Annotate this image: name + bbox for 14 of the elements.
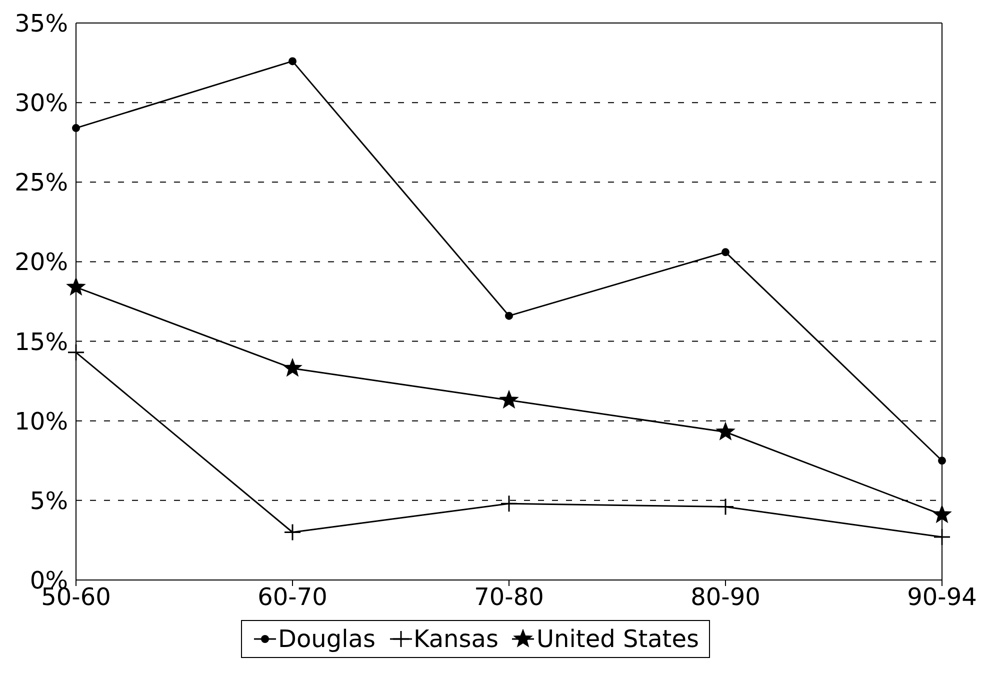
x-tick-label: 70-80 <box>474 583 544 612</box>
x-tick-label: 80-90 <box>690 583 760 612</box>
legend-label: United States <box>536 625 699 653</box>
y-tick-label: 10% <box>14 407 68 436</box>
x-tick-label: 60-70 <box>258 583 328 612</box>
y-tick-label: 30% <box>14 89 68 118</box>
legend-label: Douglas <box>278 625 376 653</box>
y-tick-label: 5% <box>30 486 68 515</box>
y-tick-label: 20% <box>14 248 68 276</box>
x-tick-label: 90-94 <box>907 583 977 612</box>
y-tick-label: 35% <box>14 10 68 38</box>
y-tick-label: 25% <box>14 168 68 197</box>
legend-label: Kansas <box>414 625 498 653</box>
y-tick-label: 15% <box>14 328 68 356</box>
